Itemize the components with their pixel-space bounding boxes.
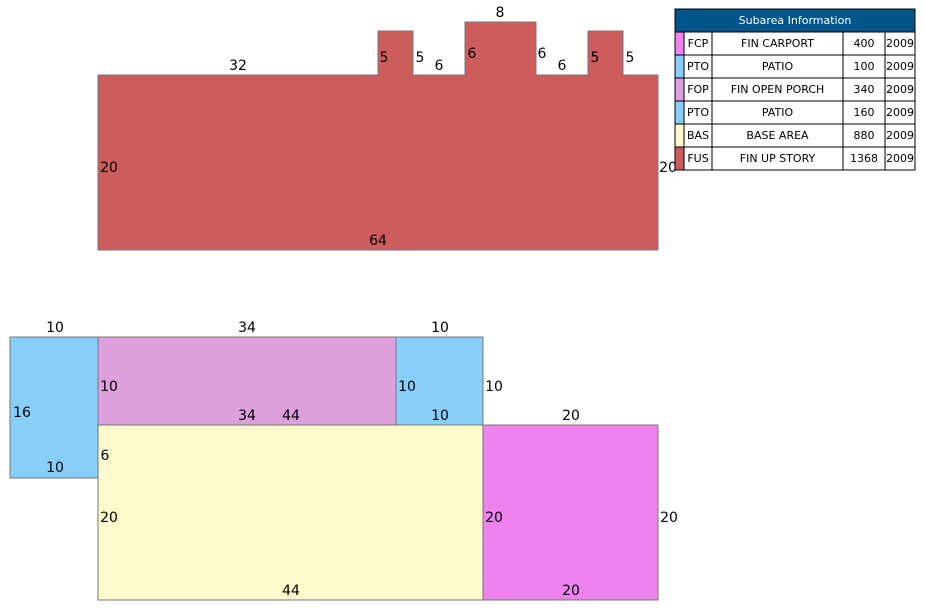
cell-text: 100: [854, 60, 875, 73]
cell-text: 340: [854, 83, 875, 96]
cell-text: PATIO: [762, 106, 794, 119]
dimension-label: 44: [282, 583, 300, 599]
cell-text: FIN CARPORT: [741, 37, 814, 50]
dimension-label: 20: [485, 510, 503, 526]
dimension-label: 5: [380, 50, 389, 66]
patio-right: [395, 336, 484, 426]
dimension-label: 8: [496, 5, 505, 21]
carport: [482, 424, 659, 601]
dimension-label: 10: [431, 320, 449, 336]
patio-left: [9, 336, 99, 479]
table-title: Subarea Information: [739, 14, 852, 27]
dimension-label: 5: [591, 50, 600, 66]
dimension-label: 20: [659, 160, 677, 176]
dimension-label: 44: [282, 408, 300, 424]
dimension-label: 32: [229, 58, 247, 74]
cell-text: PTO: [687, 106, 709, 119]
dimension-label: 6: [468, 46, 477, 62]
dimension-label: 10: [46, 460, 64, 476]
legend-swatch: [674, 100, 685, 125]
cell-text: FOP: [687, 83, 709, 96]
legend-swatch: [674, 31, 685, 56]
dimension-label: 10: [431, 408, 449, 424]
dimension-label: 20: [562, 408, 580, 424]
cell-text: FIN UP STORY: [740, 152, 816, 165]
fin-up-story: [97, 21, 659, 251]
dimension-label: 34: [238, 408, 256, 424]
dimension-label: 6: [538, 46, 547, 62]
dimension-label: 34: [238, 320, 256, 336]
cell-text: BAS: [687, 129, 709, 142]
dimension-label: 10: [100, 379, 118, 395]
cell-text: PTO: [687, 60, 709, 73]
dimension-label: 10: [46, 320, 64, 336]
table-cell: [884, 146, 916, 171]
dimension-label: 20: [660, 510, 678, 526]
cell-text: 2009: [886, 106, 914, 119]
dimension-label: 5: [626, 50, 635, 66]
dimension-label: 6: [101, 448, 110, 464]
cell-text: 880: [854, 129, 875, 142]
cell-text: 160: [854, 106, 875, 119]
dimension-label: 6: [435, 58, 444, 74]
dimension-label: 20: [100, 160, 118, 176]
dimension-label: 10: [398, 379, 416, 395]
dimension-label: 64: [369, 233, 387, 249]
cell-text: 2009: [886, 60, 914, 73]
cell-text: 2009: [886, 37, 914, 50]
cell-text: 400: [854, 37, 875, 50]
legend-swatch: [674, 54, 685, 79]
cell-text: PATIO: [762, 60, 794, 73]
legend-swatch: [674, 123, 685, 148]
dimension-label: 20: [562, 583, 580, 599]
legend-swatch: [674, 77, 685, 102]
cell-text: 2009: [886, 152, 914, 165]
legend-swatch: [674, 146, 685, 171]
dimension-label: 6: [558, 58, 567, 74]
dimension-label: 5: [416, 50, 425, 66]
cell-text: FUS: [687, 152, 708, 165]
dimension-label: 10: [485, 379, 503, 395]
cell-text: BASE AREA: [746, 129, 809, 142]
cell-text: FCP: [688, 37, 709, 50]
cell-text: 2009: [886, 129, 914, 142]
dimension-label: 16: [13, 405, 31, 421]
cell-text: FIN OPEN PORCH: [731, 83, 825, 96]
open-porch: [97, 336, 397, 426]
base-area: [97, 424, 484, 601]
dimension-label: 20: [100, 510, 118, 526]
cell-text: 2009: [886, 83, 914, 96]
cell-text: 1368: [850, 152, 878, 165]
